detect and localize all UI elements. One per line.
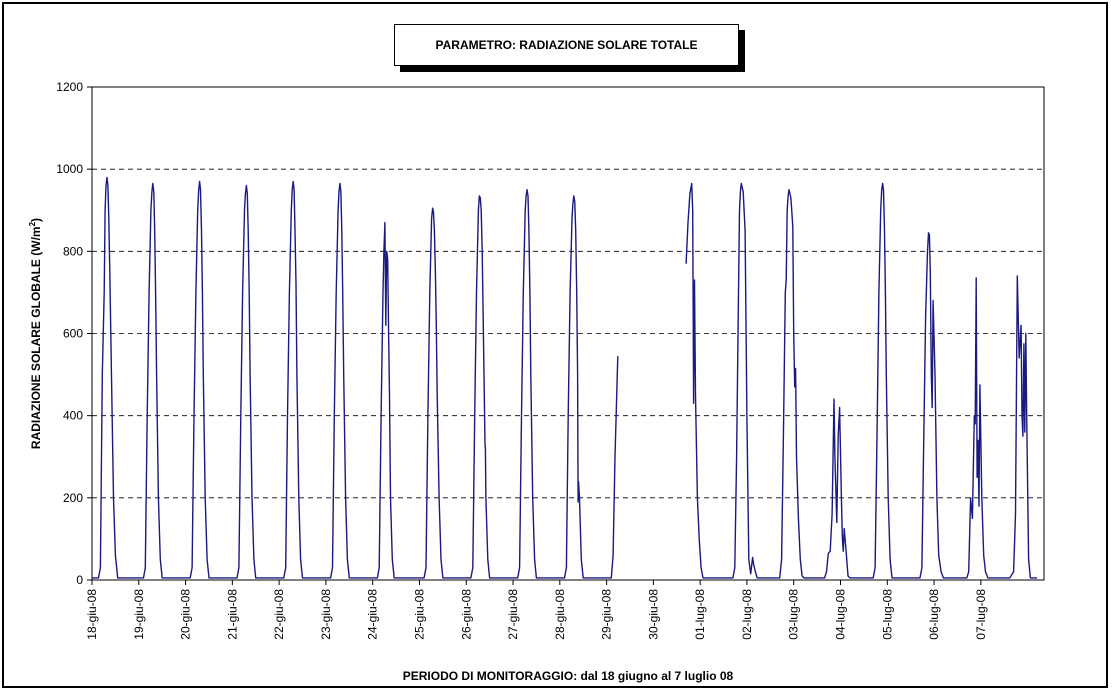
x-tick-label: 28-giu-08 <box>553 589 567 640</box>
y-tick-label: 200 <box>63 491 83 505</box>
y-tick-label: 0 <box>76 573 83 587</box>
y-tick-label: 1200 <box>56 80 83 94</box>
y-tick-label: 800 <box>63 244 83 258</box>
x-tick-label: 03-lug-08 <box>787 589 801 640</box>
y-tick-label: 400 <box>63 409 83 423</box>
chart-title: PARAMETRO: RADIAZIONE SOLARE TOTALE <box>394 24 739 66</box>
x-tick-label: 02-lug-08 <box>740 589 754 640</box>
y-axis-label-end: ) <box>29 218 43 222</box>
x-tick-label: 01-lug-08 <box>693 589 707 640</box>
x-tick-label: 04-lug-08 <box>834 589 848 640</box>
x-axis-label: PERIODO DI MONITORAGGIO: dal 18 giugno a… <box>403 669 734 683</box>
x-tick-label: 20-giu-08 <box>179 589 193 640</box>
y-tick-label: 1000 <box>56 162 83 176</box>
x-tick-label: 07-lug-08 <box>974 589 988 640</box>
x-tick-label: 05-lug-08 <box>880 589 894 640</box>
y-axis-label: RADIAZIONE SOLARE GLOBALE (W/m2) <box>28 218 43 449</box>
x-tick-label: 22-giu-08 <box>272 589 286 640</box>
x-tick-label: 29-giu-08 <box>600 589 614 640</box>
plot-area <box>91 86 1045 581</box>
x-tick-label: 23-giu-08 <box>319 589 333 640</box>
y-axis-ticks: 0 200 400 600 800 1000 1200 <box>56 80 92 587</box>
x-tick-label: 30-giu-08 <box>646 589 660 640</box>
y-tick-label: 600 <box>63 327 83 341</box>
x-tick-label: 27-giu-08 <box>506 589 520 640</box>
x-tick-label: 26-giu-08 <box>459 589 473 640</box>
x-axis-ticks: 18-giu-08 19-giu-08 20-giu-08 21-giu-08 22-g… <box>85 580 988 640</box>
x-tick-label: 24-giu-08 <box>366 589 380 640</box>
x-tick-label: 19-giu-08 <box>132 589 146 640</box>
y-axis-label-sup: 2 <box>28 221 37 226</box>
x-tick-label: 21-giu-08 <box>225 589 239 640</box>
series-line-radiazione <box>92 176 1037 579</box>
x-tick-label: 18-giu-08 <box>85 589 99 640</box>
x-tick-label: 06-lug-08 <box>927 589 941 640</box>
y-axis-label-main: RADIAZIONE SOLARE GLOBALE (W/m <box>29 226 43 449</box>
x-tick-label: 25-giu-08 <box>412 589 426 640</box>
